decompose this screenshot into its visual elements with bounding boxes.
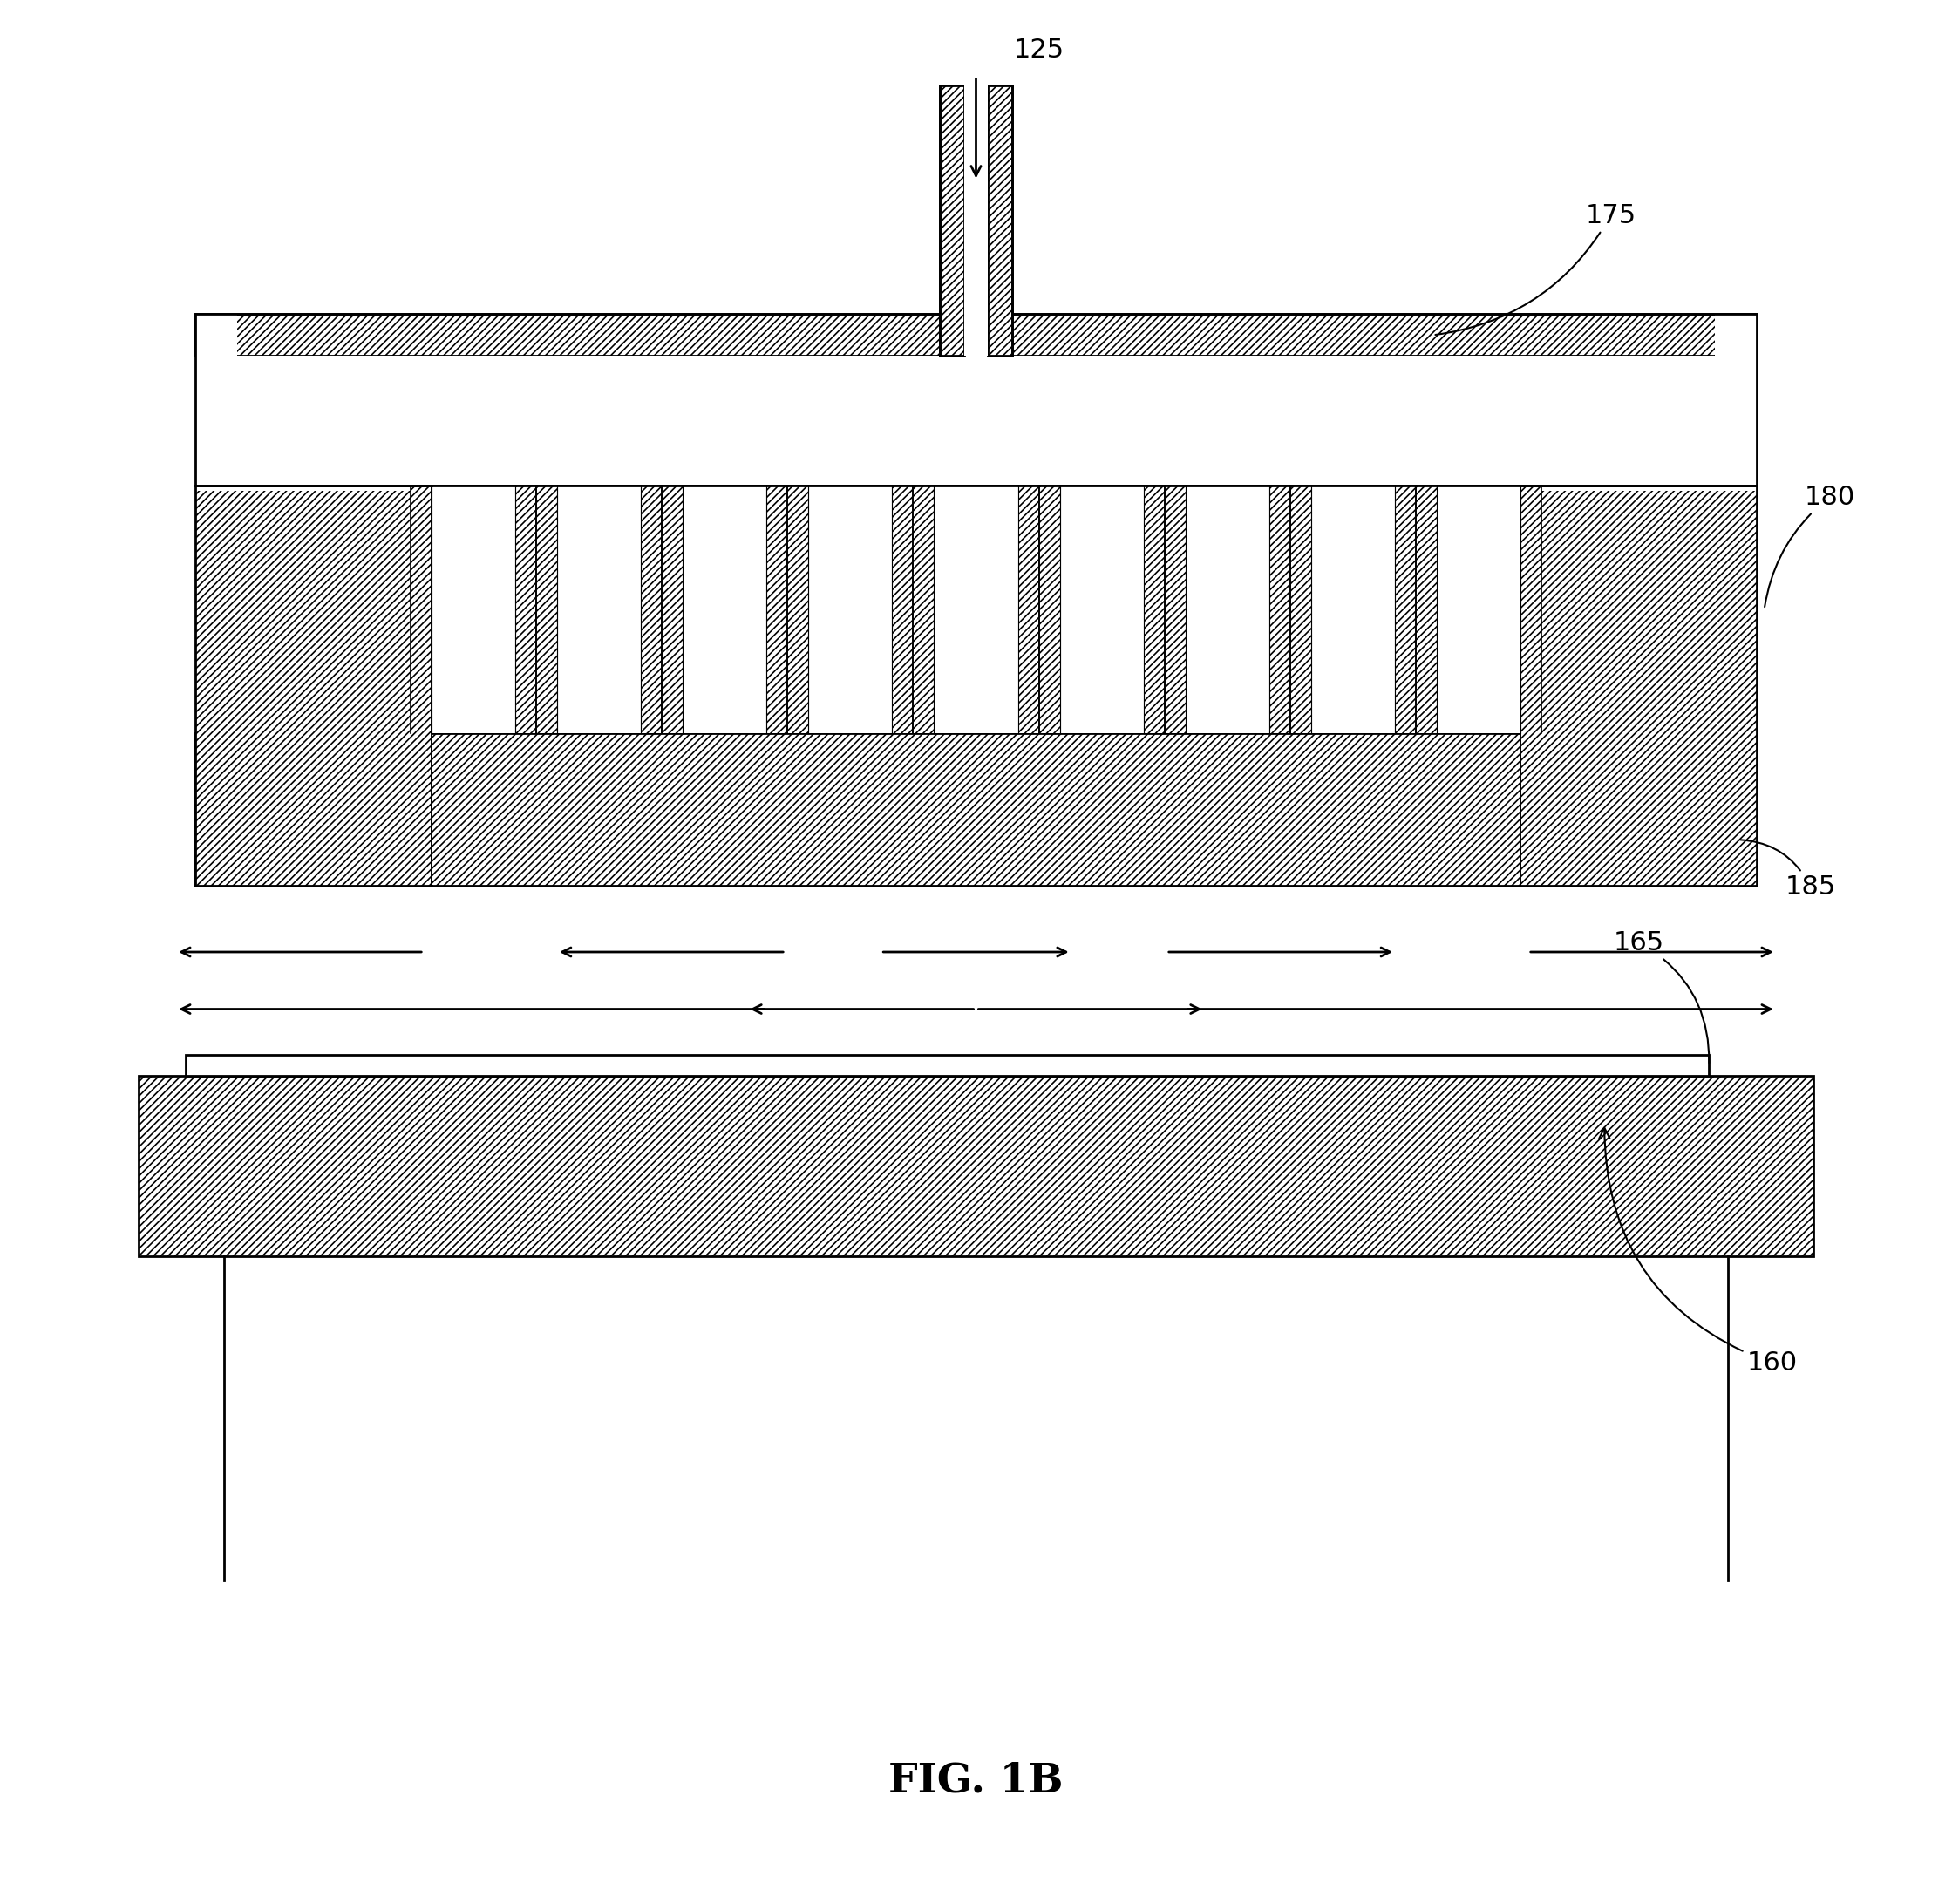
Bar bbox=[195, 733, 1757, 885]
Text: 185: 185 bbox=[1739, 840, 1837, 901]
Bar bbox=[195, 314, 1757, 486]
Bar bbox=[195, 314, 1757, 356]
Bar bbox=[1144, 486, 1165, 733]
Bar bbox=[556, 486, 640, 733]
Bar bbox=[964, 86, 988, 356]
Text: 160: 160 bbox=[1599, 1127, 1798, 1377]
Bar bbox=[1312, 486, 1396, 733]
Bar bbox=[1290, 486, 1312, 733]
Bar bbox=[1521, 491, 1757, 885]
Text: 125: 125 bbox=[1015, 38, 1064, 63]
Text: 165: 165 bbox=[1614, 929, 1710, 1062]
Text: FIG. 1B: FIG. 1B bbox=[888, 1759, 1064, 1801]
Bar bbox=[892, 486, 914, 733]
Bar bbox=[1060, 486, 1144, 733]
Bar bbox=[640, 486, 662, 733]
Bar bbox=[185, 1055, 1710, 1076]
Bar bbox=[988, 86, 1013, 356]
Bar bbox=[1185, 486, 1269, 733]
Bar bbox=[1521, 486, 1542, 733]
Bar bbox=[1269, 486, 1290, 733]
Bar bbox=[767, 486, 787, 733]
Bar bbox=[1415, 486, 1437, 733]
Bar bbox=[935, 486, 1017, 733]
Bar bbox=[1396, 486, 1415, 733]
Bar bbox=[1714, 314, 1757, 495]
Bar bbox=[683, 486, 767, 733]
Bar bbox=[195, 314, 238, 495]
Bar bbox=[195, 491, 431, 885]
Bar bbox=[1017, 486, 1038, 733]
Bar bbox=[139, 1076, 1813, 1257]
Bar bbox=[1165, 486, 1185, 733]
Bar bbox=[410, 486, 431, 733]
Bar bbox=[662, 486, 683, 733]
Bar bbox=[537, 486, 556, 733]
Bar bbox=[1038, 486, 1060, 733]
Bar bbox=[195, 356, 1757, 486]
Text: 175: 175 bbox=[1435, 202, 1636, 335]
Bar bbox=[1437, 486, 1521, 733]
Bar bbox=[787, 486, 808, 733]
Bar bbox=[431, 486, 515, 733]
Bar bbox=[939, 86, 964, 356]
Bar bbox=[808, 486, 892, 733]
Bar bbox=[914, 486, 935, 733]
Text: 180: 180 bbox=[1765, 484, 1854, 607]
Bar bbox=[515, 486, 537, 733]
